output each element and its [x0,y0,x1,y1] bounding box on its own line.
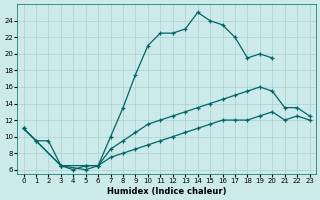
X-axis label: Humidex (Indice chaleur): Humidex (Indice chaleur) [107,187,226,196]
